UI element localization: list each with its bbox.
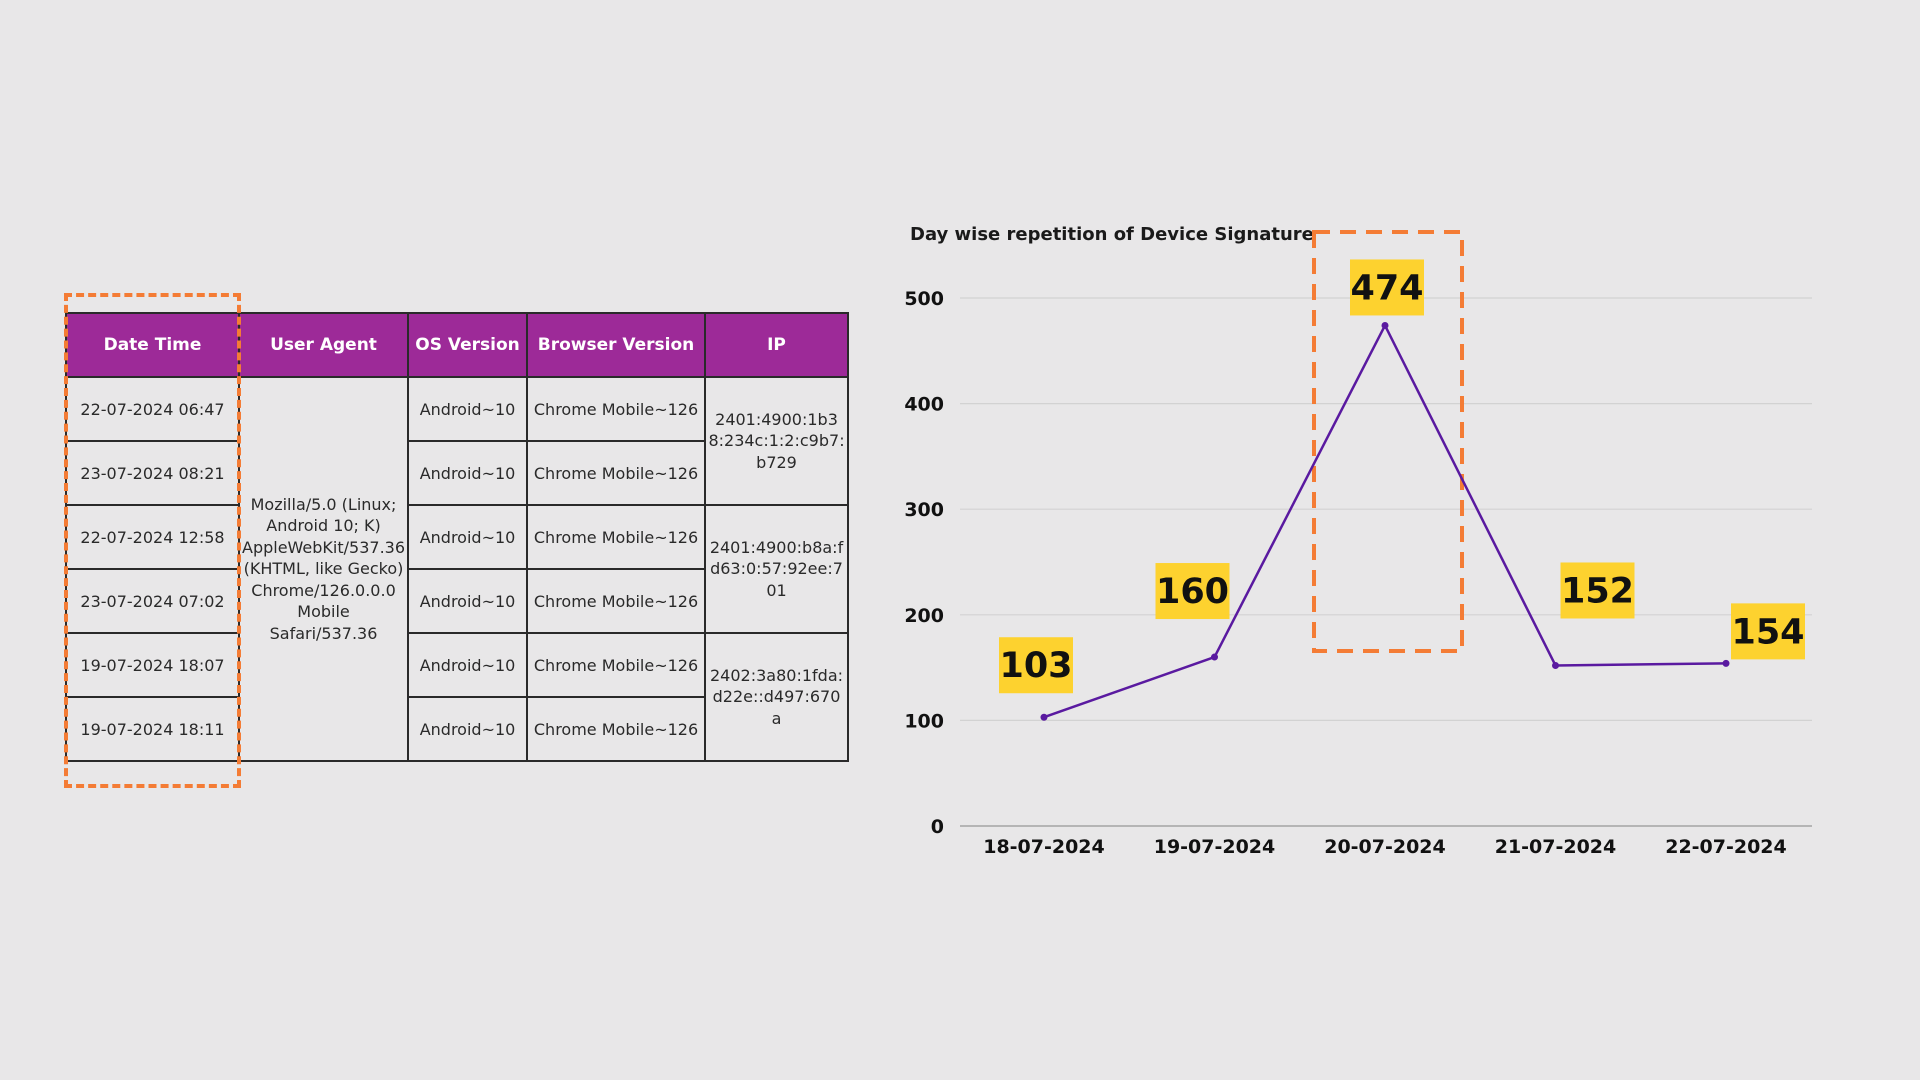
ip-cell: 2401:4900:1b38:234c:1:2:c9b7:b729 xyxy=(704,376,850,506)
os-version-cell: Android~10 xyxy=(407,632,529,698)
y-tick-label: 100 xyxy=(904,710,944,732)
browser-version-cell: Chrome Mobile~126 xyxy=(526,632,707,698)
date-time-cell: 19-07-2024 18:11 xyxy=(65,696,240,762)
ip-cell: 2401:4900:b8a:fd63:0:57:92ee:701 xyxy=(704,504,850,634)
table-row: 23-07-2024 08:21 Android~10 Chrome Mobil… xyxy=(65,440,848,506)
chart-gridlines xyxy=(960,297,1812,827)
data-point xyxy=(1211,653,1218,661)
header-ip: IP xyxy=(704,312,850,378)
x-axis-ticks: 18-07-2024 19-07-2024 20-07-2024 21-07-2024… xyxy=(983,836,1787,858)
data-point xyxy=(1722,659,1730,667)
browser-version-cell: Chrome Mobile~126 xyxy=(526,440,707,506)
x-tick-label: 22-07-2024 xyxy=(1665,836,1787,858)
os-version-cell: Android~10 xyxy=(407,568,529,634)
device-signature-table: Date Time User Agent OS Version Browser … xyxy=(65,312,850,762)
series-line xyxy=(1043,324,1727,719)
data-label: 474 xyxy=(1350,268,1423,308)
chart-title: Day wise repetition of Device Signature xyxy=(910,224,1314,245)
header-date-time: Date Time xyxy=(65,312,240,378)
header-os-version: OS Version xyxy=(407,312,529,378)
os-version-cell: Android~10 xyxy=(407,376,529,442)
device-signature-table-wrap: Date Time User Agent OS Version Browser … xyxy=(65,312,850,762)
data-label-bg xyxy=(999,637,1073,694)
y-tick-label: 500 xyxy=(904,288,944,310)
data-label-bg xyxy=(1155,563,1230,620)
y-tick-label: 400 xyxy=(904,394,944,416)
browser-version-cell: Chrome Mobile~126 xyxy=(526,568,707,634)
data-label: 103 xyxy=(999,646,1072,686)
data-label: 160 xyxy=(1156,572,1229,612)
x-tick-label: 18-07-2024 xyxy=(983,836,1105,858)
table-row: 23-07-2024 07:02 Android~10 Chrome Mobil… xyxy=(65,568,848,634)
date-time-cell: 23-07-2024 07:02 xyxy=(65,568,240,634)
x-tick-label: 20-07-2024 xyxy=(1324,836,1446,858)
peak-highlight-box xyxy=(1312,230,1464,653)
table-row: 19-07-2024 18:11 Android~10 Chrome Mobil… xyxy=(65,696,848,762)
date-time-cell: 22-07-2024 12:58 xyxy=(65,504,240,570)
browser-version-cell: Chrome Mobile~126 xyxy=(526,696,707,762)
date-time-cell: 19-07-2024 18:07 xyxy=(65,632,240,698)
browser-version-cell: Chrome Mobile~126 xyxy=(526,504,707,570)
data-point xyxy=(1040,713,1048,721)
y-tick-label: 200 xyxy=(904,605,944,627)
table-header-row: Date Time User Agent OS Version Browser … xyxy=(65,312,850,378)
y-tick-label: 300 xyxy=(904,499,944,521)
data-label-bg xyxy=(1350,259,1424,316)
user-agent-cell: Mozilla/5.0 (Linux; Android 10; K) Apple… xyxy=(237,376,410,762)
os-version-cell: Android~10 xyxy=(407,504,529,570)
table-row: 22-07-2024 12:58 Android~10 Chrome Mobil… xyxy=(65,504,850,634)
header-browser-version: Browser Version xyxy=(526,312,707,378)
y-axis-ticks: 0 100 200 300 400 500 xyxy=(904,288,944,838)
data-labels: 103 160 474 152 154 xyxy=(999,259,1805,694)
data-label-bg xyxy=(1731,603,1805,660)
os-version-cell: Android~10 xyxy=(407,440,529,506)
table-row: 22-07-2024 06:47 Mozilla/5.0 (Linux; And… xyxy=(65,376,850,762)
date-time-cell: 23-07-2024 08:21 xyxy=(65,440,240,506)
browser-version-cell: Chrome Mobile~126 xyxy=(526,376,707,442)
data-point xyxy=(1552,661,1559,669)
chart-series xyxy=(1040,321,1730,721)
y-tick-label: 0 xyxy=(931,816,944,838)
header-user-agent: User Agent xyxy=(237,312,410,378)
x-tick-label: 21-07-2024 xyxy=(1495,836,1617,858)
data-label: 152 xyxy=(1561,571,1634,611)
date-time-cell: 22-07-2024 06:47 xyxy=(65,376,240,442)
table-row: 19-07-2024 18:07 Android~10 Chrome Mobil… xyxy=(65,632,850,762)
data-label-bg xyxy=(1560,562,1635,619)
x-tick-label: 19-07-2024 xyxy=(1154,836,1276,858)
os-version-cell: Android~10 xyxy=(407,696,529,762)
data-label: 154 xyxy=(1731,612,1804,652)
ip-cell: 2402:3a80:1fda:d22e::d497:670a xyxy=(704,632,850,762)
data-point xyxy=(1381,321,1389,329)
